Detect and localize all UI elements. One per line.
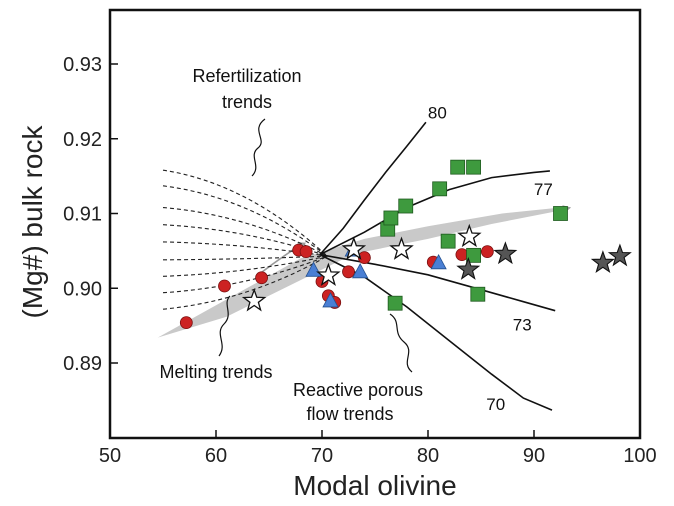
open-star-point [457,223,482,248]
open-star-point [241,288,267,312]
open-star-point [316,262,341,286]
melting-band [157,207,561,338]
reactive-leader-line [389,313,413,373]
circle-point [218,279,231,293]
reactive-label: Reactive porous [293,380,423,400]
x-tick-label: 70 [311,445,333,467]
filled-star-point [590,250,615,274]
filled-star-point [493,241,518,265]
x-tick-label: 80 [417,445,439,467]
y-axis-ticks: 0.89 0.90 0.91 0.92 0.93 [63,54,118,375]
refertilization-curve [162,206,328,257]
plot-frame [108,8,642,440]
triangle-point [351,262,369,279]
refertilization-label-line2: trends [222,92,272,112]
data-markers [179,159,632,330]
square-point [450,159,466,175]
melting-label: Melting trends [159,362,272,382]
curve-label: 77 [534,180,553,199]
curve-label: 70 [486,395,505,414]
square-point [398,198,414,214]
triangle-point [305,261,322,277]
melting-leader-line [218,295,231,357]
square-point [470,286,486,302]
y-tick-label: 0.90 [63,278,102,300]
open-star-point [341,236,367,260]
circle-point [342,265,355,279]
refertilization-leader-line [251,118,266,177]
square-point [466,159,481,175]
x-tick-label: 60 [205,445,227,467]
triangle-point [322,292,339,308]
x-axis-ticks: 50 60 70 80 90 100 [99,430,657,467]
square-point [383,210,399,226]
square-point [432,181,448,197]
refertilization-curve [162,255,328,294]
circle-point [299,245,313,259]
filled-star-point [607,243,632,267]
reactive-flow-curve [319,121,427,256]
filled-star-point [456,256,481,280]
x-tick-label: 100 [623,445,656,467]
y-axis-title: (Mg#) bulk rock [17,125,48,319]
triangle-point [430,253,447,270]
refertilization-curve [162,255,328,310]
x-axis-title: Modal olivine [293,470,456,501]
refertilization-curves [162,169,328,310]
reactive-label-line2: flow trends [306,404,393,424]
y-tick-label: 0.93 [63,54,102,76]
refertilization-curve [162,169,328,257]
y-tick-label: 0.89 [63,353,102,375]
circle-point [455,248,469,262]
square-point [440,233,456,249]
curve-label: 80 [428,103,447,122]
open-star-point [389,236,414,260]
refertilization-curve [162,185,328,257]
circle-point [179,316,193,330]
reactive-flow-curve [319,170,550,256]
square-point [387,295,403,311]
square-point [466,247,481,263]
circle-point [480,245,494,259]
square-point [553,206,568,221]
circle-point [255,271,268,285]
y-tick-label: 0.92 [63,129,102,151]
x-tick-label: 90 [523,445,545,467]
y-tick-label: 0.91 [63,204,102,226]
x-tick-label: 50 [99,445,121,467]
curve-label: 73 [513,316,532,335]
refertilization-label: Refertilization [192,66,301,86]
reactive-flow-curves: 80 77 73 70 [319,103,556,414]
